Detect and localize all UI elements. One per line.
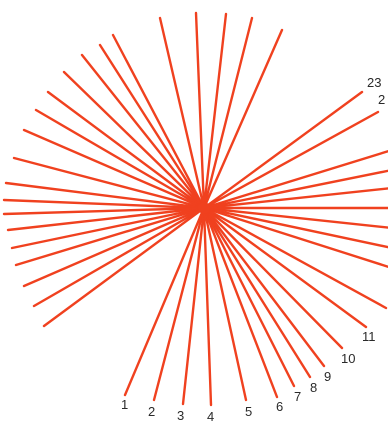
ray-line-6	[202, 206, 279, 399]
ray-line-14	[202, 206, 388, 249]
line-label-22: 2	[378, 92, 385, 107]
ray-line-37	[2, 206, 206, 216]
ray-line-39	[10, 206, 206, 250]
ray-group	[2, 11, 388, 407]
ray-line-38	[6, 206, 206, 232]
ray-line-2	[152, 206, 206, 402]
line-label-1: 1	[121, 397, 128, 412]
ray-line-34	[12, 156, 206, 210]
convergence-point	[198, 202, 210, 214]
line-label-5: 5	[245, 404, 252, 419]
ray-line-25	[194, 11, 206, 210]
ray-line-13	[202, 206, 388, 268]
ray-line-11	[202, 206, 368, 329]
ray-line-26	[158, 16, 206, 210]
label-group: 1 2 3 4 5 6 7 8 9 10 11 23 2	[121, 75, 385, 424]
line-label-11: 11	[362, 329, 376, 344]
ray-line-5	[202, 206, 248, 402]
ray-line-24	[202, 12, 228, 210]
ray-line-7	[202, 206, 296, 388]
ray-line-32	[34, 108, 206, 210]
ray-line-41	[22, 206, 206, 288]
ray-line-31	[46, 90, 206, 210]
ray-line-35	[4, 181, 206, 210]
line-label-4: 4	[207, 409, 214, 424]
ray-line-23	[202, 16, 254, 210]
line-label-3: 3	[177, 408, 184, 423]
ray-line-15	[202, 206, 388, 229]
ray-line-17	[202, 187, 388, 210]
ray-line-43	[42, 206, 206, 328]
ray-line-21	[202, 90, 364, 210]
line-label-8: 8	[310, 380, 317, 395]
ray-line-22	[202, 28, 284, 210]
ray-line-27	[111, 33, 206, 210]
ray-line-28	[98, 43, 206, 210]
ray-line-30	[62, 70, 206, 210]
line-label-10: 10	[341, 351, 355, 366]
ray-line-19	[202, 149, 388, 210]
ray-line-3	[181, 206, 206, 406]
ray-line-10	[202, 206, 344, 350]
ray-line-8	[202, 206, 312, 379]
line-label-23: 23	[367, 75, 381, 90]
ray-line-20	[202, 110, 380, 210]
ray-line-18	[202, 169, 388, 210]
line-label-6: 6	[276, 399, 283, 414]
ray-line-33	[22, 128, 206, 210]
ray-line-36	[2, 198, 206, 210]
ray-line-42	[32, 206, 206, 308]
ray-line-9	[202, 206, 326, 368]
ray-line-12	[202, 206, 388, 310]
line-label-7: 7	[294, 389, 301, 404]
ray-line-1	[123, 206, 206, 397]
line-label-2: 2	[148, 404, 155, 419]
ray-line-4	[202, 206, 213, 407]
line-label-9: 9	[324, 369, 331, 384]
ray-line-29	[80, 53, 206, 210]
ray-line-40	[14, 206, 206, 267]
